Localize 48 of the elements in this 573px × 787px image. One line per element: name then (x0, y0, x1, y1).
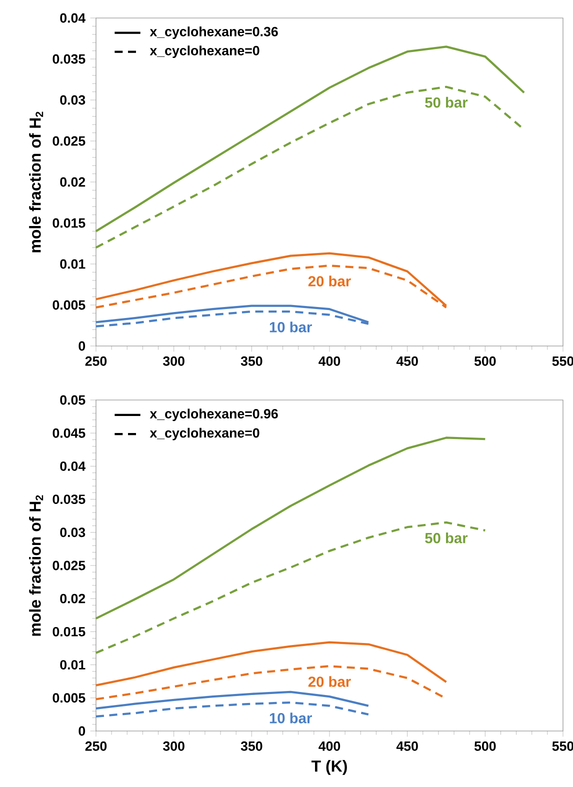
x-tick-label: 500 (474, 741, 496, 751)
x-tick-label: 250 (85, 741, 107, 751)
y-tick-label: 0.025 (52, 136, 86, 146)
y-tick-label: 0.015 (52, 218, 86, 228)
x-tick-label: 400 (318, 741, 340, 751)
y-axis-title: mole fraction of H$_{2}$ (29, 112, 44, 252)
y-tick-label: 0.04 (60, 461, 86, 471)
y-tick-label: 0.035 (52, 54, 86, 64)
x-tick-label: 300 (163, 741, 184, 751)
x-tick-label: 400 (318, 356, 340, 366)
y-tick-label: 0.025 (52, 560, 86, 570)
y-tick-label: 0.01 (60, 259, 86, 269)
series-label: 20 bar (308, 276, 351, 286)
y-tick-label: 0.005 (52, 693, 86, 703)
x-tick-label: 350 (240, 356, 262, 366)
annotation: x_cyclohexane=0.96 (150, 408, 278, 422)
y-tick-label: 0.015 (52, 626, 86, 636)
text: 20 bar (308, 676, 351, 687)
x-axis-title: T (K) (311, 760, 347, 775)
x-tick-label: 250 (85, 356, 107, 366)
y-tick-label: 0.04 (60, 13, 86, 23)
series-label: 10 bar (270, 712, 312, 724)
y-tick-label: 0.02 (60, 594, 86, 604)
x-tick-label: 450 (396, 356, 418, 366)
y-tick-label: 0 (78, 726, 86, 736)
line-series (94, 641, 448, 686)
y-tick-label: 0.035 (52, 494, 86, 504)
annotation: x_cyclohexane=0 (150, 46, 260, 58)
x-tick-label: 500 (474, 356, 496, 366)
text: 50 bar (425, 532, 468, 544)
y-axis-title: mole fraction of H$_{2}$ (29, 495, 44, 636)
x-tick-label: 450 (396, 741, 418, 751)
y-tick-label: 0.005 (52, 300, 86, 310)
y-tick-label: 0.03 (60, 95, 86, 105)
annotation: x_cyclohexane=0.36 (150, 26, 278, 39)
y-tick-label: 0 (78, 341, 86, 351)
y-tick-label: 0.05 (60, 395, 86, 405)
x-tick-label: 350 (240, 741, 262, 751)
y-tick-label: 0.01 (60, 660, 86, 670)
annotation: x_cyclohexane=0 (150, 428, 260, 440)
y-tick-label: 0.045 (52, 428, 86, 438)
series-label: 10 bar (270, 322, 312, 332)
text: 50 bar (425, 96, 468, 108)
line-series (94, 521, 486, 654)
y-tick-label: 0.02 (60, 177, 86, 187)
line-series (94, 690, 370, 710)
y-tick-label: 0.03 (60, 528, 86, 538)
x-tick-label: 300 (163, 356, 184, 366)
